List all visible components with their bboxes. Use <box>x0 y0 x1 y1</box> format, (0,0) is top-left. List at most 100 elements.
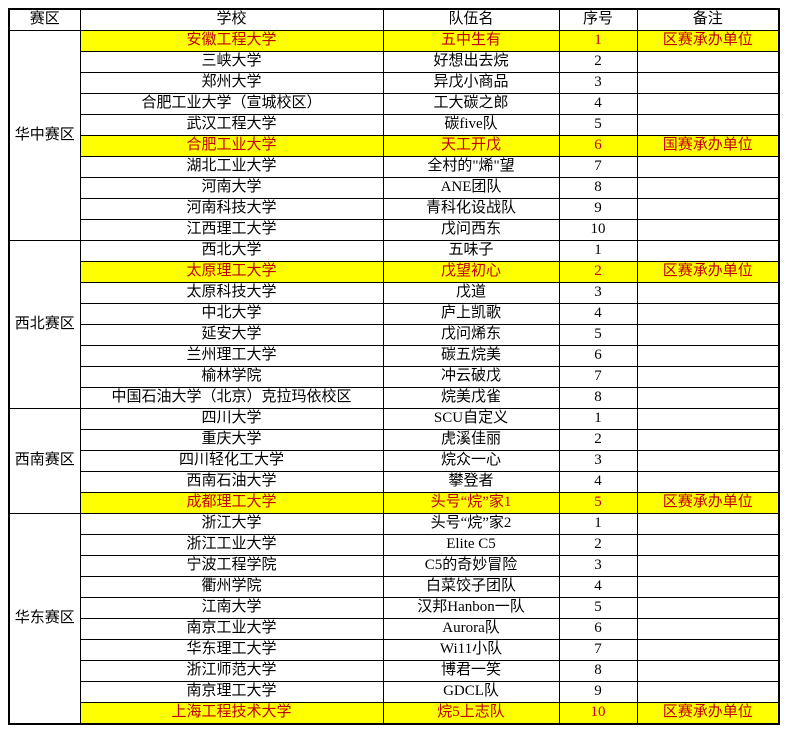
team-cell: 青科化设战队 <box>382 198 560 220</box>
table-row: 西北赛区 西北大学 五味子 1 <box>8 240 780 409</box>
school-cell: 衢州学院 <box>79 576 384 598</box>
school-cell: 安徽工程大学 <box>79 30 384 52</box>
school-cell: 重庆大学 <box>79 429 384 451</box>
school-cell: 合肥工业大学 <box>79 135 384 157</box>
note-cell <box>636 72 780 94</box>
note-cell <box>636 240 780 262</box>
num-cell: 5 <box>558 324 638 346</box>
header-cell-note: 备注 <box>636 8 780 31</box>
school-cell: 江南大学 <box>79 597 384 619</box>
school-cell: 成都理工大学 <box>79 492 384 514</box>
num-cell: 4 <box>558 576 638 598</box>
note-cell <box>636 681 780 703</box>
note-cell <box>636 639 780 661</box>
num-cell: 3 <box>558 282 638 304</box>
region-cell: 华中赛区 <box>8 30 81 241</box>
school-cell: 合肥工业大学（宣城校区） <box>79 93 384 115</box>
region-cell: 华东赛区 <box>8 513 81 725</box>
table-row: 太原科技大学 戊道 3 <box>9 282 780 304</box>
team-cell: 汉邦Hanbon一队 <box>382 597 560 619</box>
team-cell: 异戊小商品 <box>382 72 560 94</box>
note-cell <box>636 324 780 346</box>
table-row: 上海工程技术大学 烷5上志队 10 区赛承办单位 <box>9 702 780 725</box>
table-row: 湖北工业大学 全村的"烯"望 7 <box>9 156 780 178</box>
table-row: 成都理工大学 头号“烷”家1 5 区赛承办单位 <box>9 492 780 514</box>
team-cell: 烷众一心 <box>382 450 560 472</box>
team-cell: 白菜饺子团队 <box>382 576 560 598</box>
table-row: 中北大学 庐上凯歌 4 <box>9 303 780 325</box>
table-row: 武汉工程大学 碳five队 5 <box>9 114 780 136</box>
team-cell: 攀登者 <box>382 471 560 493</box>
school-cell: 宁波工程学院 <box>79 555 384 577</box>
num-cell: 3 <box>558 555 638 577</box>
team-cell: 庐上凯歌 <box>382 303 560 325</box>
school-cell: 郑州大学 <box>79 72 384 94</box>
note-cell <box>636 198 780 220</box>
school-cell: 浙江大学 <box>79 513 384 535</box>
team-cell: C5的奇妙冒险 <box>382 555 560 577</box>
team-cell: 头号“烷”家1 <box>382 492 560 514</box>
team-cell: 戊望初心 <box>382 261 560 283</box>
num-cell: 5 <box>558 597 638 619</box>
num-cell: 2 <box>558 534 638 556</box>
table-row: 四川轻化工大学 烷众一心 3 <box>9 450 780 472</box>
num-cell: 3 <box>558 450 638 472</box>
school-cell: 中国石油大学（北京）克拉玛依校区 <box>79 387 384 409</box>
team-cell: 虎溪佳丽 <box>382 429 560 451</box>
num-cell: 2 <box>558 51 638 73</box>
school-cell: 太原科技大学 <box>79 282 384 304</box>
num-cell: 6 <box>558 618 638 640</box>
table-row: 三峡大学 好想出去烷 2 <box>9 51 780 73</box>
team-cell: 碳five队 <box>382 114 560 136</box>
note-cell: 区赛承办单位 <box>636 492 780 514</box>
note-cell <box>636 366 780 388</box>
team-cell: 工大碳之郎 <box>382 93 560 115</box>
table-row: 延安大学 戊问烯东 5 <box>9 324 780 346</box>
num-cell: 7 <box>558 366 638 388</box>
team-cell: 好想出去烷 <box>382 51 560 73</box>
team-cell: 头号“烷”家2 <box>382 513 560 535</box>
num-cell: 8 <box>558 387 638 409</box>
table-row: 浙江工业大学 Elite C5 2 <box>9 534 780 556</box>
num-cell: 1 <box>558 513 638 535</box>
roster-body: 华中赛区 安徽工程大学 五中生有 1 区赛承办单位 三峡大学 好想出去烷 2 郑州大学 异戊小商品… <box>8 30 780 725</box>
table-row: 江西理工大学 戊问西东 10 <box>9 219 780 241</box>
team-cell: 戊道 <box>382 282 560 304</box>
team-cell: 戊问烯东 <box>382 324 560 346</box>
num-cell: 7 <box>558 639 638 661</box>
num-cell: 7 <box>558 156 638 178</box>
school-cell: 华东理工大学 <box>79 639 384 661</box>
team-cell: 五中生有 <box>382 30 560 52</box>
table-row: 南京理工大学 GDCL队 9 <box>9 681 780 703</box>
note-cell <box>636 51 780 73</box>
table-row: 中国石油大学（北京）克拉玛依校区 烷美戊雀 8 <box>9 387 780 409</box>
num-cell: 4 <box>558 93 638 115</box>
table-row: 华东赛区 浙江大学 头号“烷”家2 1 <box>8 513 780 725</box>
team-cell: 烷美戊雀 <box>382 387 560 409</box>
header-cell-team: 队伍名 <box>382 8 560 31</box>
competition-roster-table: 赛区 学校 队伍名 序号 备注 华中赛区 安徽工程大学 五中生有 1 区赛承办单位 三峡大… <box>8 8 780 725</box>
header-cell-region: 赛区 <box>8 8 81 31</box>
table-row: 河南大学 ANE团队 8 <box>9 177 780 199</box>
school-cell: 上海工程技术大学 <box>79 702 384 725</box>
team-cell: 烷5上志队 <box>382 702 560 725</box>
note-cell <box>636 660 780 682</box>
team-cell: 博君一笑 <box>382 660 560 682</box>
table-row: 西南石油大学 攀登者 4 <box>9 471 780 493</box>
num-cell: 5 <box>558 492 638 514</box>
school-cell: 兰州理工大学 <box>79 345 384 367</box>
num-cell: 10 <box>558 219 638 241</box>
school-cell: 延安大学 <box>79 324 384 346</box>
table-row: 南京工业大学 Aurora队 6 <box>9 618 780 640</box>
note-cell <box>636 219 780 241</box>
table-row: 浙江师范大学 博君一笑 8 <box>9 660 780 682</box>
table-row: 宁波工程学院 C5的奇妙冒险 3 <box>9 555 780 577</box>
header-cell-school: 学校 <box>79 8 384 31</box>
school-cell: 四川大学 <box>79 408 384 430</box>
table-row: 榆林学院 冲云破戊 7 <box>9 366 780 388</box>
num-cell: 4 <box>558 471 638 493</box>
table-row: 江南大学 汉邦Hanbon一队 5 <box>9 597 780 619</box>
num-cell: 1 <box>558 30 638 52</box>
note-cell <box>636 513 780 535</box>
